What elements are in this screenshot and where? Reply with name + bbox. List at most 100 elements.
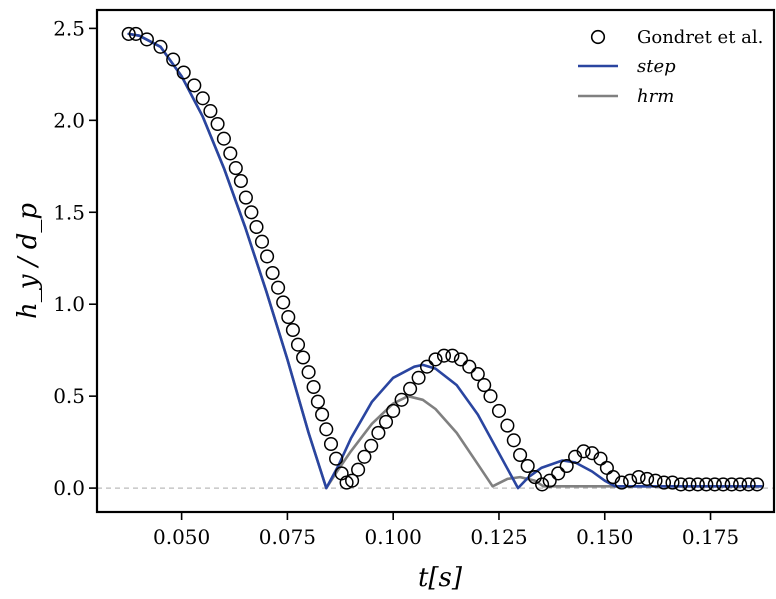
data-point bbox=[682, 477, 697, 492]
data-point bbox=[491, 403, 507, 418]
data-point bbox=[153, 39, 168, 54]
data-point bbox=[551, 466, 566, 481]
data-point bbox=[306, 379, 321, 395]
data-point bbox=[265, 265, 280, 281]
data-point bbox=[614, 475, 629, 490]
x-tick-label: 0.050 bbox=[153, 525, 210, 549]
data-point bbox=[121, 26, 136, 41]
data-point bbox=[656, 475, 672, 490]
data-point bbox=[576, 444, 591, 459]
data-point bbox=[329, 451, 344, 466]
data-point bbox=[176, 65, 191, 80]
data-point bbox=[290, 337, 306, 352]
y-tick-label: 0.5 bbox=[53, 384, 85, 408]
data-point bbox=[285, 322, 300, 338]
data-point bbox=[351, 462, 366, 477]
data-point bbox=[599, 460, 614, 475]
data-point bbox=[233, 173, 248, 189]
data-point bbox=[665, 475, 680, 490]
data-point bbox=[631, 470, 646, 485]
y-tick-label: 1.5 bbox=[53, 200, 85, 224]
data-point bbox=[210, 116, 225, 132]
x-axis-label: t[s] bbox=[418, 563, 463, 593]
y-tick-label: 2.0 bbox=[53, 108, 85, 132]
data-point bbox=[223, 146, 238, 161]
data-point bbox=[216, 131, 231, 146]
data-point bbox=[648, 473, 663, 488]
data-point bbox=[187, 78, 202, 93]
series-layer bbox=[121, 26, 765, 492]
data-point bbox=[139, 32, 154, 47]
data-point bbox=[428, 352, 443, 367]
data-point bbox=[527, 470, 542, 485]
data-point bbox=[707, 477, 722, 492]
data-point bbox=[364, 438, 379, 453]
y-tick-label: 0.0 bbox=[53, 476, 85, 500]
plot-frame bbox=[95, 8, 776, 514]
y-axis-ticks: 0.0 0.5 1.0 1.5 2.0 2.5 bbox=[53, 16, 97, 500]
series-line-step bbox=[127, 32, 763, 490]
legend-label-hrm: hrm bbox=[637, 86, 674, 107]
data-point bbox=[403, 381, 418, 396]
data-point bbox=[453, 352, 468, 367]
data-point bbox=[483, 389, 498, 404]
data-point bbox=[244, 205, 259, 220]
data-point bbox=[238, 190, 253, 205]
data-point bbox=[195, 91, 210, 106]
data-point bbox=[228, 161, 243, 176]
data-point bbox=[436, 348, 452, 363]
data-point bbox=[310, 394, 325, 409]
y-axis-label: h_y / d_p bbox=[13, 203, 43, 319]
data-point bbox=[477, 378, 492, 393]
y-tick-label: 2.5 bbox=[53, 16, 85, 40]
data-point bbox=[690, 477, 705, 492]
data-point bbox=[249, 219, 264, 235]
data-point bbox=[378, 414, 394, 429]
legend: Gondret et al. step hrm bbox=[578, 27, 763, 107]
x-axis-ticks: 0.050 0.075 0.100 0.125 0.150 0.175 bbox=[153, 512, 739, 549]
x-tick-label: 0.100 bbox=[365, 525, 422, 549]
data-point bbox=[281, 310, 296, 325]
x-tick-label: 0.175 bbox=[682, 525, 739, 549]
data-point bbox=[315, 407, 330, 422]
data-point bbox=[394, 392, 409, 407]
legend-marker-gondret bbox=[590, 29, 606, 45]
legend-label-gondret: Gondret et al. bbox=[637, 27, 763, 48]
data-point bbox=[260, 249, 275, 264]
data-point bbox=[673, 477, 688, 492]
data-point bbox=[724, 477, 739, 492]
data-point bbox=[623, 473, 638, 488]
data-point bbox=[323, 436, 339, 452]
data-point bbox=[357, 449, 372, 464]
data-point bbox=[445, 348, 460, 363]
data-point bbox=[296, 350, 311, 365]
data-point bbox=[166, 52, 181, 67]
data-point bbox=[128, 26, 143, 41]
data-point bbox=[520, 458, 535, 474]
data-point bbox=[319, 422, 334, 437]
data-point bbox=[271, 280, 286, 295]
data-point bbox=[276, 295, 291, 310]
data-point bbox=[750, 477, 765, 492]
data-point bbox=[542, 473, 557, 488]
data-point bbox=[741, 477, 756, 492]
data-point bbox=[733, 477, 748, 492]
y-tick-label: 1.0 bbox=[53, 292, 85, 316]
data-point bbox=[513, 447, 528, 463]
data-point bbox=[506, 433, 521, 448]
data-point bbox=[716, 477, 731, 492]
data-point bbox=[699, 477, 714, 492]
x-tick-label: 0.075 bbox=[259, 525, 316, 549]
data-point bbox=[640, 471, 655, 486]
data-point bbox=[500, 418, 515, 433]
data-point bbox=[559, 458, 574, 474]
data-point bbox=[301, 365, 316, 380]
data-point bbox=[419, 359, 435, 374]
data-point bbox=[371, 425, 386, 440]
data-point bbox=[470, 367, 485, 382]
data-point bbox=[254, 234, 270, 249]
x-tick-label: 0.125 bbox=[470, 525, 527, 549]
data-point bbox=[462, 359, 477, 374]
data-point bbox=[386, 403, 401, 418]
